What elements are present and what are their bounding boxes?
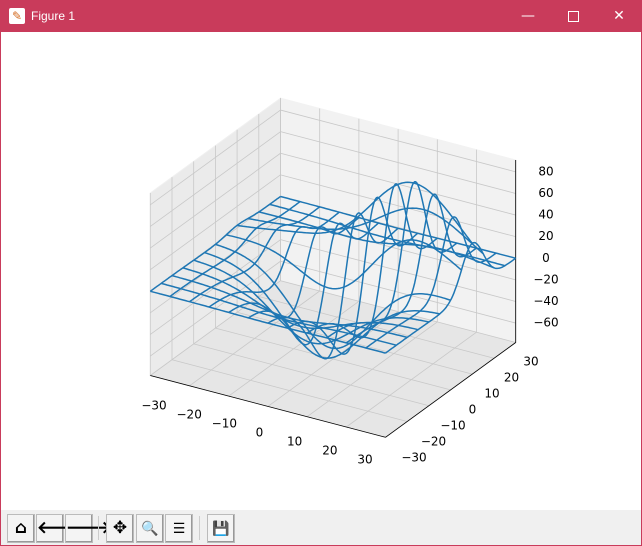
y-tick-label: 20 [504, 371, 519, 385]
close-button[interactable]: ✕ [613, 8, 625, 24]
gridline [150, 131, 281, 227]
z-tick-label: −60 [533, 316, 558, 330]
toolbar-separator [98, 516, 99, 540]
gridline [280, 174, 516, 238]
home-button[interactable]: ⌂ [7, 514, 35, 543]
y-tick-label: 30 [523, 355, 538, 369]
z-tick-label: 20 [538, 229, 553, 243]
home-icon: ⌂ [14, 518, 28, 538]
gridline [280, 109, 516, 173]
z-tick-label: −20 [533, 272, 558, 286]
toolbar-separator [199, 516, 200, 540]
x-axis-line [150, 375, 386, 438]
navigation-toolbar: ⌂ 🡐 🡒 ✥ 🔍 ☰ 💾 [1, 510, 641, 545]
arrow-right-icon: 🡒 [66, 518, 112, 538]
gridline [258, 296, 495, 359]
pan-button[interactable]: ✥ [106, 514, 134, 543]
gridline [150, 239, 281, 335]
y-tick-label: −30 [401, 451, 426, 465]
save-button[interactable]: 💾 [207, 514, 235, 543]
x-tick-label: 20 [322, 444, 337, 458]
gridline [280, 131, 516, 194]
matplotlib-app-icon: ✎ [9, 8, 25, 24]
gridline [280, 260, 516, 324]
y-tick-label: −10 [440, 419, 465, 433]
gridline [150, 174, 281, 270]
gridline [150, 109, 281, 206]
gridline [193, 343, 430, 407]
x-tick-label: 0 [256, 426, 264, 440]
y-tick-label: −20 [421, 435, 446, 449]
wireframe-chart[interactable]: −30 −20 −10 0 10 20 30 −30 −20 −10 0 10 20 30 −60 −40 −2… [1, 32, 641, 510]
x-tick-label: −20 [177, 408, 202, 422]
x-tick-label: 10 [287, 435, 302, 449]
gridline [150, 152, 281, 249]
gridline [280, 280, 516, 343]
back-button[interactable]: 🡐 [36, 514, 83, 543]
gridline [215, 327, 451, 391]
z-tick-label: 40 [538, 208, 553, 222]
maximize-button[interactable] [550, 1, 596, 32]
configure-button[interactable]: ☰ [165, 514, 193, 543]
z-tick-label: 60 [538, 186, 553, 200]
title-bar: ✎ Figure 1 — ✕ [1, 1, 641, 32]
sliders-icon: ☰ [172, 521, 186, 537]
z-tick-label: 80 [538, 165, 553, 179]
minimize-button[interactable]: — [521, 8, 535, 24]
wireframe-row-line [280, 195, 516, 260]
y-tick-label: 10 [484, 387, 499, 401]
forward-button[interactable]: 🡒 [65, 514, 112, 543]
zoom-button[interactable]: 🔍 [136, 514, 164, 543]
gridline [171, 359, 408, 422]
x-tick-label: −30 [141, 399, 166, 413]
window-title: Figure 1 [31, 9, 76, 23]
move-icon: ✥ [112, 518, 128, 538]
wireframe-col-line [385, 241, 517, 354]
wireframe-col-line [365, 216, 497, 349]
x-tick-label: 30 [357, 453, 372, 467]
y-axis-line [385, 342, 516, 438]
z-tick-label: −40 [533, 294, 558, 308]
floppy-disk-icon: 💾 [212, 521, 230, 537]
z-tick-label: 0 [542, 251, 550, 265]
magnifier-icon: 🔍 [141, 521, 159, 537]
x-tick-label: −10 [212, 417, 237, 431]
y-tick-label: 0 [469, 403, 477, 417]
